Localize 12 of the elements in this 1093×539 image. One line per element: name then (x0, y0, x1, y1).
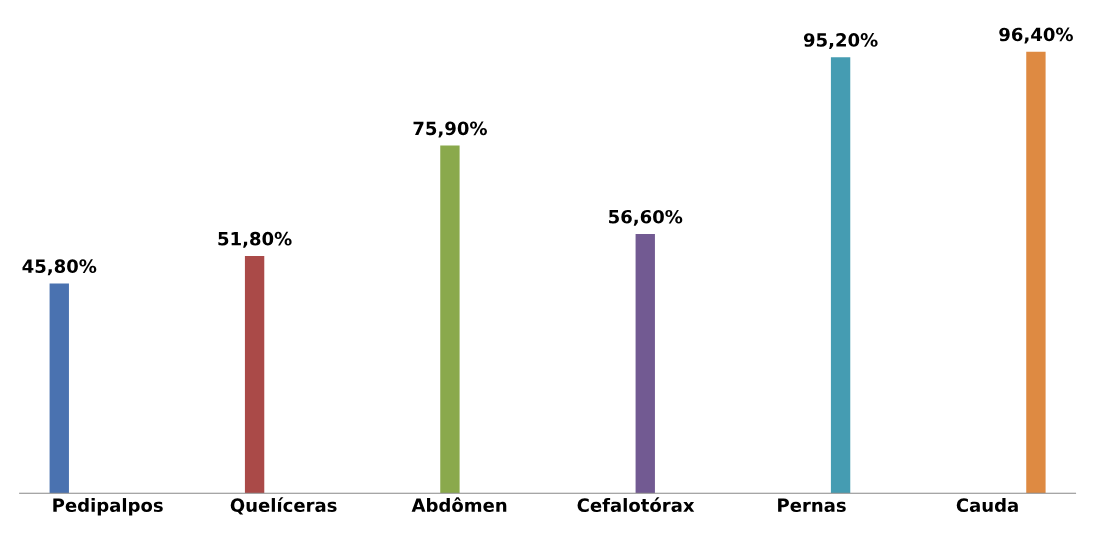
data-label: 45,80% (22, 259, 97, 276)
data-label: 75,90% (413, 121, 487, 138)
x-tick-label: Abdômen (411, 497, 507, 513)
x-tick-label: Quelíceras (230, 497, 337, 515)
data-label: 51,80% (218, 231, 292, 248)
x-tick-label: Cefalotórax (577, 497, 695, 513)
data-label: 95,20% (803, 33, 878, 50)
data-label: 96,40% (999, 27, 1073, 44)
x-tick-label: Pedipalpos (53, 498, 163, 516)
data-label: 56,60% (609, 209, 683, 226)
x-tick-label: Pernas (778, 498, 846, 513)
x-tick-label: Cauda (956, 498, 1018, 513)
